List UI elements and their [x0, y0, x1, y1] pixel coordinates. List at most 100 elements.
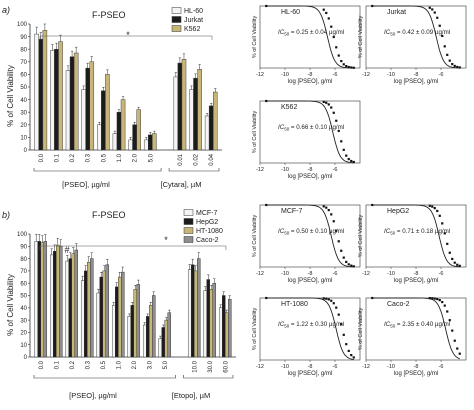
bar-jurkat	[69, 56, 75, 151]
fit-curve	[266, 5, 354, 69]
panel-b-title: F-PSEO	[92, 210, 126, 220]
panel-b-annotation: #	[64, 245, 69, 255]
fit-curve	[372, 5, 460, 69]
y-tick-label: 90	[20, 35, 27, 41]
bar-hl-60	[65, 70, 71, 151]
data-point	[352, 160, 355, 164]
plot-frame	[259, 100, 361, 164]
data-point	[347, 263, 350, 266]
x-axis-title: log [PSEO], g/ml	[288, 174, 332, 180]
ic50-value: = 0.25 ± 0.04 µg/ml	[289, 29, 344, 36]
bar-mcf-7	[158, 338, 162, 358]
ic50-symbol: IC	[384, 228, 391, 235]
data-point	[347, 157, 350, 161]
ic50-subscript: 50	[284, 32, 290, 37]
plot-frame	[259, 297, 361, 361]
x-tick-label: -8	[308, 72, 313, 78]
bar-hepg2	[206, 279, 210, 358]
data-point	[453, 64, 456, 68]
x-tick-label: -6	[333, 167, 338, 173]
data-point	[443, 232, 446, 235]
bar-k562	[197, 69, 202, 151]
data-point	[458, 66, 461, 69]
bar-mcf-7	[111, 305, 116, 358]
group-bracket	[33, 168, 162, 172]
data-point	[347, 65, 350, 69]
data-point	[332, 35, 335, 39]
data-point	[371, 4, 374, 8]
data-point	[350, 353, 353, 357]
bar-mcf-7	[127, 316, 131, 358]
bar-jurkat	[177, 62, 183, 151]
data-point	[322, 297, 325, 300]
bar-caco-2	[59, 246, 63, 358]
ic50-subscript: 50	[390, 324, 396, 329]
x-axis-title: log [PSEO], g/ml	[394, 79, 438, 85]
cell-line-label: HL-60	[281, 9, 300, 16]
bar-hl-60	[204, 115, 210, 151]
x-axis-title: log [PSEO], g/ml	[288, 79, 332, 85]
data-point	[325, 101, 328, 104]
x-tick-label: -8	[308, 364, 313, 370]
ic50-subscript: 50	[284, 231, 290, 236]
bar-caco-2	[105, 264, 110, 358]
y-tick-label: 100	[17, 232, 28, 238]
bar-hl-60	[112, 133, 118, 151]
x-tick-label: 0.5	[101, 360, 107, 369]
data-point	[335, 229, 338, 232]
cell-line-label: MCF-7	[281, 208, 302, 215]
bar-caco-2	[43, 241, 48, 358]
data-point	[443, 304, 446, 307]
bar-k562	[136, 109, 141, 151]
data-point	[330, 299, 333, 302]
data-point	[332, 302, 335, 305]
data-point	[436, 209, 439, 213]
x-axis-title: log [PSEO], g/ml	[288, 371, 332, 377]
x-tick-label: 2.0	[133, 153, 139, 162]
bar-mcf-7	[49, 254, 54, 358]
x-tick-label: 30.0	[208, 360, 214, 372]
group-bracket	[168, 168, 220, 172]
data-point	[327, 17, 330, 20]
x-tick-label: 1.0	[117, 153, 123, 162]
data-point	[342, 63, 345, 66]
ic50-subscript: 50	[284, 324, 290, 329]
bar-caco-2	[136, 284, 141, 358]
bar-k562	[152, 133, 157, 151]
y-tick-label: 20	[20, 331, 27, 337]
ic50-subscript: 50	[284, 127, 290, 132]
legend-swatch	[171, 16, 182, 23]
y-tick-label: 70	[20, 269, 27, 275]
bar-hepg2	[84, 270, 88, 358]
bar-caco-2	[74, 249, 79, 358]
data-point	[448, 251, 451, 254]
x-tick-label: -8	[308, 271, 313, 277]
x-tick-label: 5.0	[163, 360, 169, 369]
panel-a-ylabel: % of Cell Viability	[6, 65, 15, 127]
x-tick-label: 2.0	[132, 360, 138, 369]
data-point	[322, 205, 325, 208]
y-axis-title: % of Cell Viability	[252, 215, 258, 258]
ic50-value: = 2.35 ± 0.40 µg/ml	[395, 321, 450, 328]
bar-hl-60	[128, 139, 133, 151]
plot-frame	[365, 297, 467, 361]
data-point	[441, 300, 444, 304]
panel-a-significance: *	[126, 30, 130, 40]
ic50-label: IC50 = 2.35 ± 0.40 µg/ml	[384, 321, 450, 329]
x-tick-label: 1.0	[116, 360, 122, 369]
x-tick-label: 0.1	[54, 153, 60, 162]
y-tick-label: 30	[20, 110, 27, 116]
bar-hl-60	[34, 33, 40, 151]
y-tick-label: 60	[20, 281, 27, 287]
data-point	[340, 249, 343, 252]
bar-ht-1080	[209, 289, 213, 358]
x-tick-label: -12	[362, 364, 370, 370]
data-point	[431, 8, 434, 11]
x-tick-label: 10.0	[192, 360, 198, 372]
x-tick-label: -12	[256, 167, 264, 173]
y-axis-title: % of Cell Viability	[358, 215, 364, 258]
legend-swatch	[183, 227, 194, 234]
data-point	[352, 66, 355, 69]
ic50-label: IC50 = 0.42 ± 0.09 µg/ml	[384, 29, 450, 37]
bar-chart-b: 0 10 20 30 40 50 60 70 80 90 100 0.0 0.1 0.2 0.3 0.5 1.0…	[17, 209, 236, 379]
